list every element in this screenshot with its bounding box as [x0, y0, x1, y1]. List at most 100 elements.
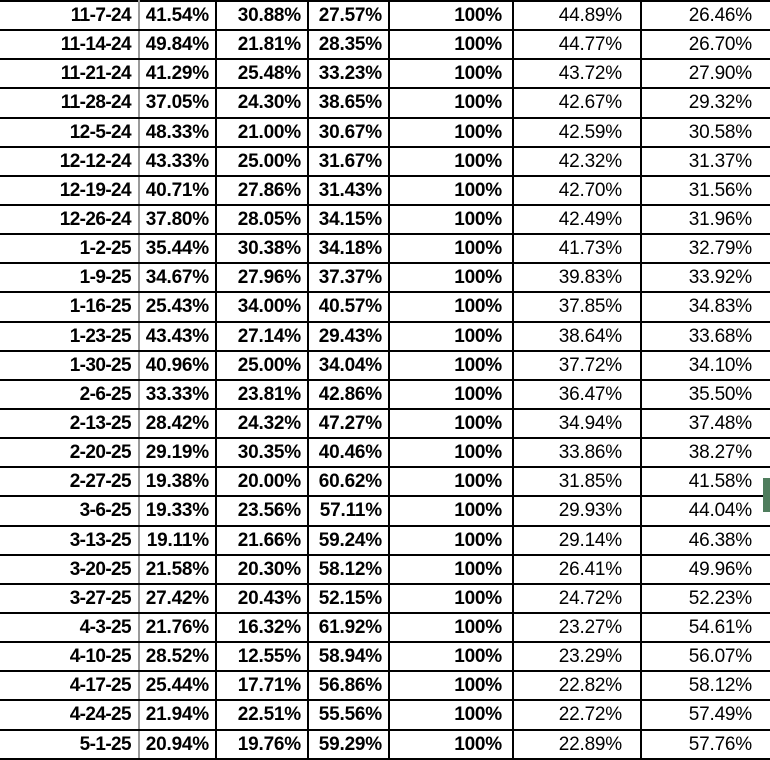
cell-avg-2[interactable]: 57.49%	[640, 699, 770, 731]
cell-pct-2[interactable]: 27.14%	[215, 320, 309, 352]
cell-pct-1[interactable]: 41.54%	[138, 0, 217, 32]
cell-avg-1[interactable]: 22.89%	[512, 728, 642, 760]
cell-avg-1[interactable]: 42.67%	[512, 87, 642, 119]
cell-pct-1[interactable]: 25.43%	[138, 291, 217, 323]
cell-pct-2[interactable]: 24.30%	[215, 87, 309, 119]
cell-total[interactable]: 100%	[388, 291, 514, 323]
cell-avg-2[interactable]: 46.38%	[640, 524, 770, 556]
cell-pct-1[interactable]: 29.19%	[138, 437, 217, 469]
cell-pct-1[interactable]: 19.33%	[138, 495, 217, 527]
cell-total[interactable]: 100%	[388, 0, 514, 32]
cell-total[interactable]: 100%	[388, 29, 514, 61]
cell-total[interactable]: 100%	[388, 262, 514, 294]
cell-date[interactable]: 4-17-25	[0, 670, 140, 702]
cell-total[interactable]: 100%	[388, 407, 514, 440]
cell-avg-1[interactable]: 42.70%	[512, 174, 642, 206]
cell-pct-1[interactable]: 43.43%	[138, 320, 217, 352]
cell-avg-2[interactable]: 52.23%	[640, 582, 770, 614]
cell-avg-2[interactable]: 57.76%	[640, 728, 770, 760]
cell-date[interactable]: 11-21-24	[0, 58, 140, 90]
cell-pct-2[interactable]: 20.30%	[215, 553, 309, 585]
cell-avg-1[interactable]: 23.27%	[512, 611, 642, 644]
cell-total[interactable]: 100%	[388, 728, 514, 760]
cell-avg-1[interactable]: 24.72%	[512, 582, 642, 614]
cell-total[interactable]: 100%	[388, 524, 514, 556]
cell-total[interactable]: 100%	[388, 437, 514, 469]
cell-total[interactable]: 100%	[388, 58, 514, 90]
cell-pct-1[interactable]: 33.33%	[138, 378, 217, 410]
cell-total[interactable]: 100%	[388, 174, 514, 206]
cell-avg-2[interactable]: 31.37%	[640, 145, 770, 177]
cell-pct-2[interactable]: 23.81%	[215, 378, 309, 410]
cell-pct-3[interactable]: 58.94%	[307, 641, 390, 673]
cell-pct-2[interactable]: 25.00%	[215, 349, 309, 381]
cell-avg-2[interactable]: 41.58%	[640, 466, 770, 498]
cell-avg-1[interactable]: 37.85%	[512, 291, 642, 323]
cell-avg-1[interactable]: 33.86%	[512, 437, 642, 469]
cell-pct-1[interactable]: 41.29%	[138, 58, 217, 90]
cell-avg-2[interactable]: 33.68%	[640, 320, 770, 352]
cell-avg-2[interactable]: 44.04%	[640, 495, 770, 527]
cell-date[interactable]: 4-10-25	[0, 641, 140, 673]
cell-avg-2[interactable]: 49.96%	[640, 553, 770, 585]
cell-pct-1[interactable]: 21.76%	[138, 611, 217, 644]
cell-avg-1[interactable]: 39.83%	[512, 262, 642, 294]
cell-pct-2[interactable]: 19.76%	[215, 728, 309, 760]
cell-pct-1[interactable]: 19.38%	[138, 466, 217, 498]
cell-pct-2[interactable]: 24.32%	[215, 407, 309, 440]
cell-avg-1[interactable]: 44.77%	[512, 29, 642, 61]
cell-avg-1[interactable]: 41.73%	[512, 233, 642, 265]
cell-pct-2[interactable]: 17.71%	[215, 670, 309, 702]
cell-avg-2[interactable]: 37.48%	[640, 407, 770, 440]
cell-pct-3[interactable]: 30.67%	[307, 116, 390, 148]
cell-avg-1[interactable]: 23.29%	[512, 641, 642, 673]
cell-avg-2[interactable]: 27.90%	[640, 58, 770, 90]
cell-total[interactable]: 100%	[388, 699, 514, 731]
cell-pct-2[interactable]: 21.66%	[215, 524, 309, 556]
cell-pct-3[interactable]: 33.23%	[307, 58, 390, 90]
cell-pct-2[interactable]: 30.35%	[215, 437, 309, 469]
cell-pct-1[interactable]: 48.33%	[138, 116, 217, 148]
cell-avg-2[interactable]: 34.83%	[640, 291, 770, 323]
cell-pct-3[interactable]: 34.15%	[307, 203, 390, 236]
cell-date[interactable]: 2-13-25	[0, 407, 140, 440]
cell-avg-2[interactable]: 38.27%	[640, 437, 770, 469]
cell-total[interactable]: 100%	[388, 641, 514, 673]
cell-date[interactable]: 4-3-25	[0, 611, 140, 644]
cell-date[interactable]: 3-13-25	[0, 524, 140, 556]
cell-avg-2[interactable]: 34.10%	[640, 349, 770, 381]
cell-pct-1[interactable]: 20.94%	[138, 728, 217, 760]
cell-avg-1[interactable]: 42.59%	[512, 116, 642, 148]
cell-date[interactable]: 12-5-24	[0, 116, 140, 148]
cell-date[interactable]: 3-20-25	[0, 553, 140, 585]
cell-avg-1[interactable]: 34.94%	[512, 407, 642, 440]
cell-date[interactable]: 1-30-25	[0, 349, 140, 381]
cell-total[interactable]: 100%	[388, 378, 514, 410]
cell-total[interactable]: 100%	[388, 87, 514, 119]
cell-avg-1[interactable]: 36.47%	[512, 378, 642, 410]
cell-avg-2[interactable]: 54.61%	[640, 611, 770, 644]
cell-avg-2[interactable]: 33.92%	[640, 262, 770, 294]
cell-date[interactable]: 3-27-25	[0, 582, 140, 614]
cell-avg-2[interactable]: 31.56%	[640, 174, 770, 206]
cell-pct-2[interactable]: 22.51%	[215, 699, 309, 731]
cell-pct-1[interactable]: 21.94%	[138, 699, 217, 731]
cell-date[interactable]: 11-14-24	[0, 29, 140, 61]
cell-pct-1[interactable]: 27.42%	[138, 582, 217, 614]
cell-date[interactable]: 12-19-24	[0, 174, 140, 206]
cell-date[interactable]: 2-27-25	[0, 466, 140, 498]
cell-avg-1[interactable]: 31.85%	[512, 466, 642, 498]
cell-total[interactable]: 100%	[388, 203, 514, 236]
cell-date[interactable]: 1-9-25	[0, 262, 140, 294]
cell-date[interactable]: 1-2-25	[0, 233, 140, 265]
cell-avg-1[interactable]: 38.64%	[512, 320, 642, 352]
cell-date[interactable]: 11-28-24	[0, 87, 140, 119]
cell-pct-3[interactable]: 38.65%	[307, 87, 390, 119]
cell-pct-1[interactable]: 19.11%	[138, 524, 217, 556]
cell-date[interactable]: 12-26-24	[0, 203, 140, 236]
cell-avg-1[interactable]: 22.82%	[512, 670, 642, 702]
cell-avg-2[interactable]: 31.96%	[640, 203, 770, 236]
cell-pct-2[interactable]: 16.32%	[215, 611, 309, 644]
cell-pct-2[interactable]: 27.96%	[215, 262, 309, 294]
cell-pct-3[interactable]: 29.43%	[307, 320, 390, 352]
